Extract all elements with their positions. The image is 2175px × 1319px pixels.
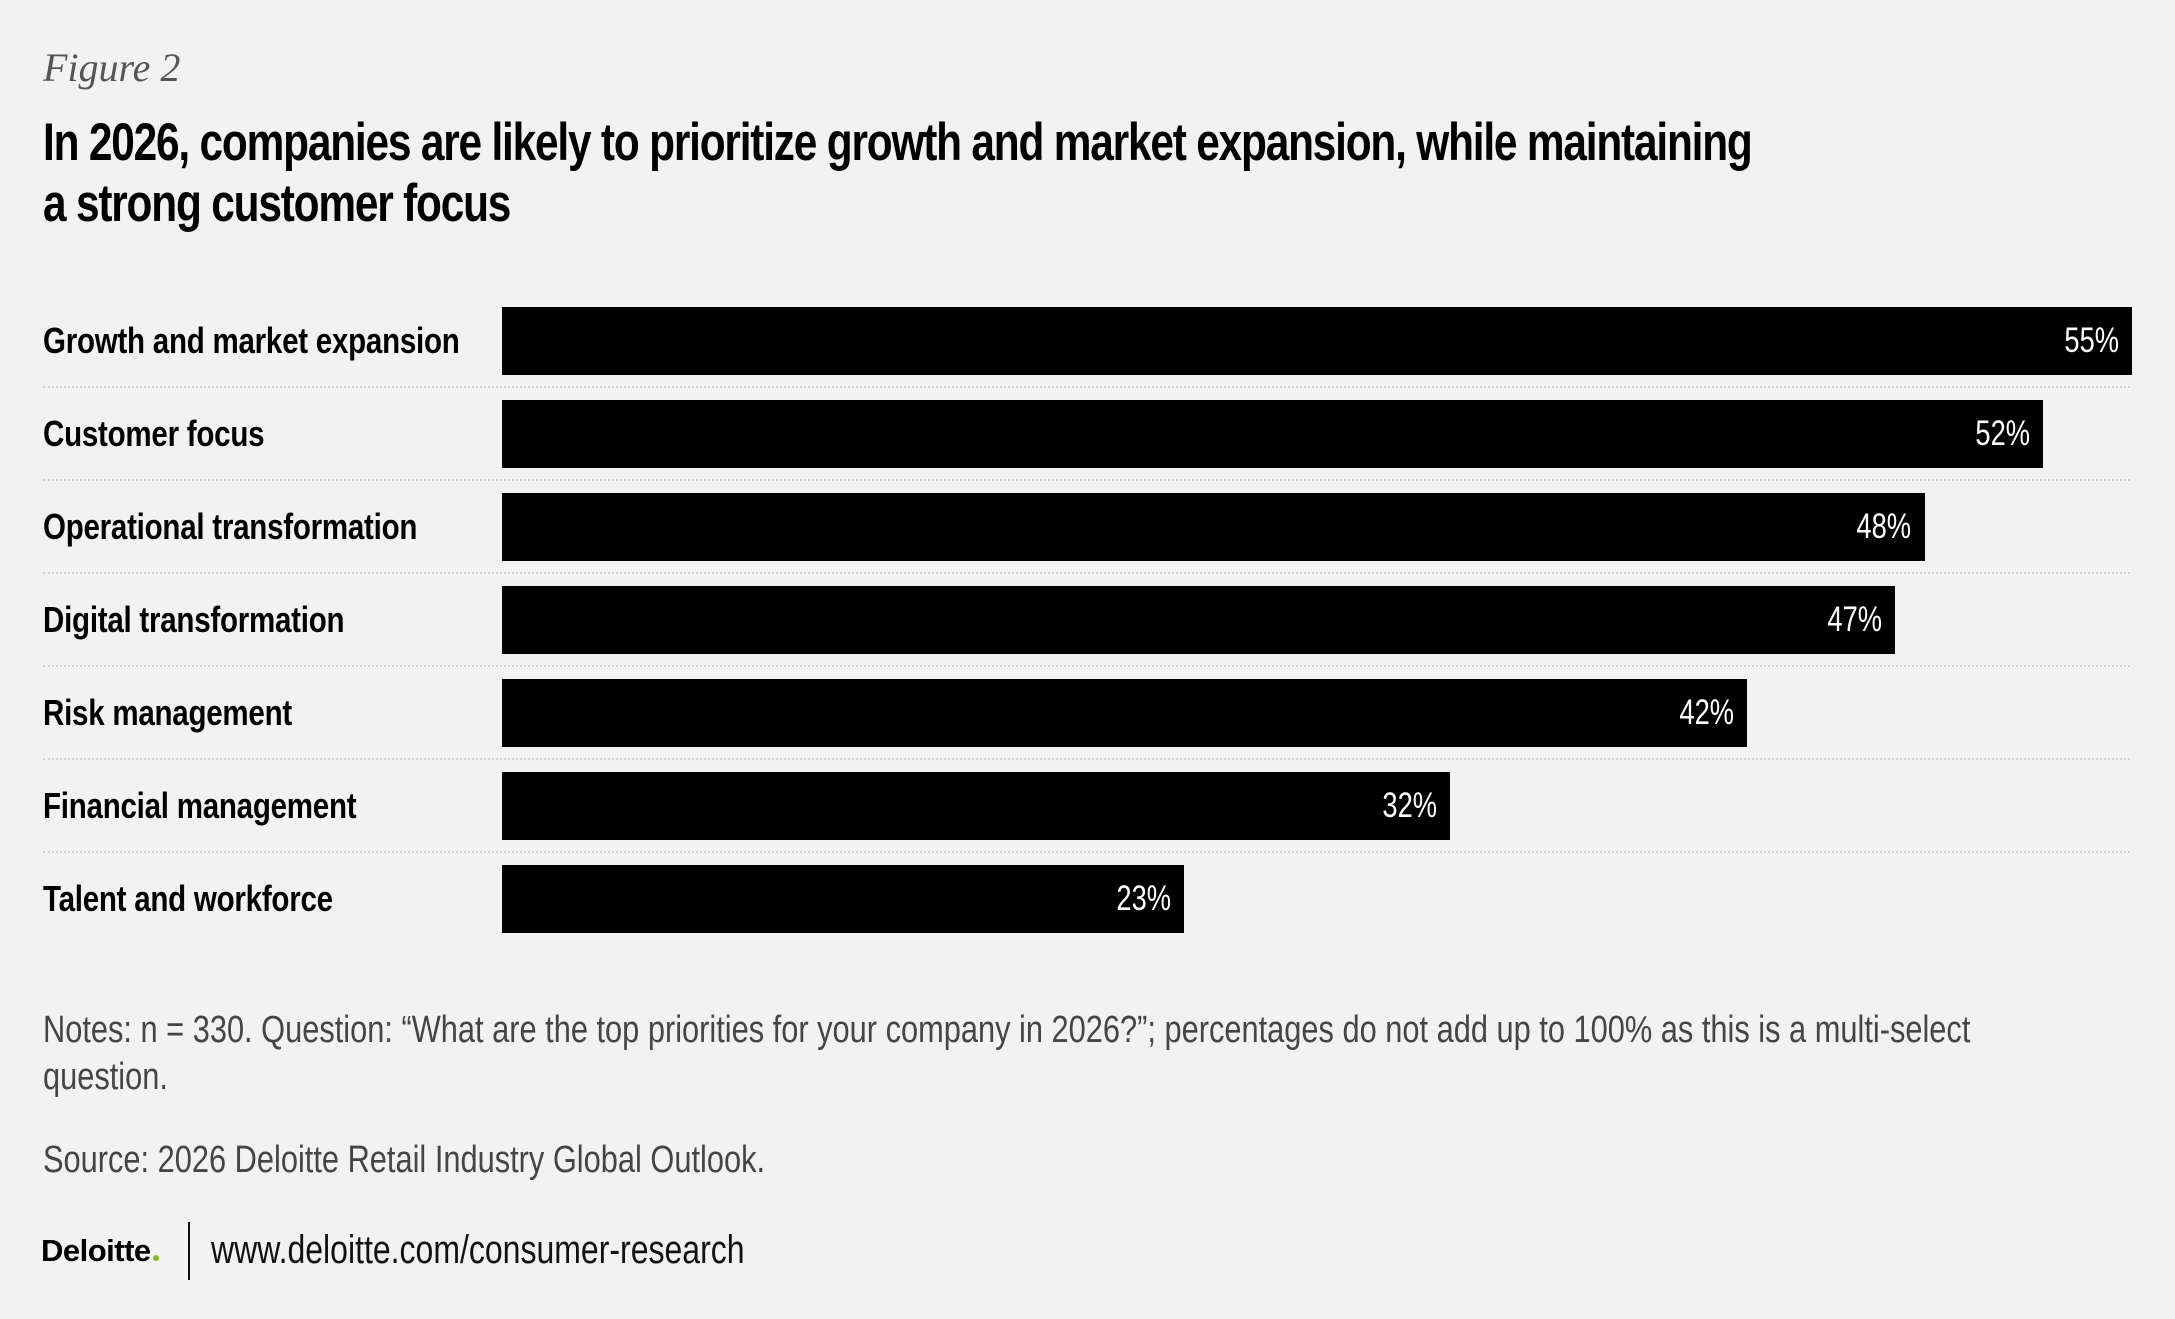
bar-value-label: 55% [2064, 321, 2119, 360]
category-label: Customer focus [43, 413, 265, 454]
row-separator [43, 851, 2130, 853]
category-label: Financial management [43, 785, 357, 826]
category-label: Risk management [43, 692, 292, 733]
chart-title-line-2: a strong customer focus [43, 174, 511, 233]
footer-url-link[interactable]: www.deloitte.com/consumer-research [211, 1228, 745, 1272]
category-label: Growth and market expansion [43, 320, 460, 361]
bar: 42% [502, 679, 1747, 747]
bar-value-label: 48% [1856, 507, 1912, 546]
bar: 52% [502, 400, 2044, 468]
logo-green-dot-icon [152, 1255, 159, 1261]
notes-line-2: question. [43, 1056, 168, 1098]
footer-divider [188, 1222, 190, 1280]
row-separator [43, 386, 2130, 388]
notes-line-1: Notes: n = 330. Question: “What are the … [43, 1009, 1971, 1051]
bar-value-label: 32% [1382, 786, 1438, 825]
category-label: Digital transformation [43, 599, 345, 640]
bar-chart: Growth and market expansion 55% Customer f… [43, 307, 2132, 933]
bar: 55% [502, 307, 2132, 375]
bar: 48% [502, 493, 1925, 561]
category-label: Talent and workforce [43, 878, 333, 919]
bar-value-label: 52% [1975, 414, 2031, 453]
chart-source: Source: 2026 Deloitte Retail Industry Gl… [43, 1139, 766, 1181]
bar: 23% [502, 865, 1184, 933]
deloitte-logo-text: Deloitte [41, 1233, 151, 1268]
bar-value-label: 42% [1679, 693, 1734, 732]
row-separator [43, 665, 2130, 667]
row-separator [43, 572, 2130, 574]
row-separator [43, 758, 2130, 760]
category-label: Operational transformation [43, 506, 418, 547]
chart-notes: Notes: n = 330. Question: “What are the … [43, 1007, 2068, 1101]
figure-label: Figure 2 [43, 45, 181, 90]
bar-value-label: 23% [1115, 879, 1171, 918]
bar: 47% [502, 586, 1895, 654]
row-separator [43, 479, 2130, 481]
deloitte-logo: Deloitte [41, 1233, 159, 1269]
chart-title: In 2026, companies are likely to priorit… [43, 112, 2123, 234]
chart-title-line-1: In 2026, companies are likely to priorit… [43, 113, 1753, 172]
bar: 32% [502, 772, 1451, 840]
bar-value-label: 47% [1827, 600, 1882, 639]
